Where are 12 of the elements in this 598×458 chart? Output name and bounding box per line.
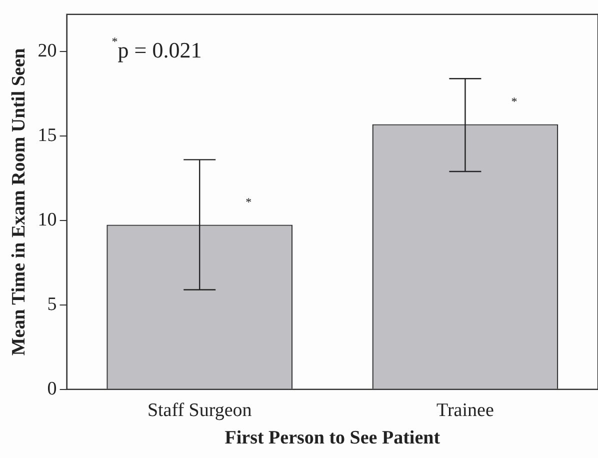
x-tick-label: Staff Surgeon [147, 400, 252, 421]
annotation: * [511, 94, 518, 108]
y-tick-label: 0 [47, 378, 57, 400]
y-tick-label: 5 [47, 294, 57, 315]
x-tick-label: Trainee [436, 400, 494, 421]
annotation: *p = 0.021 [112, 34, 202, 62]
y-tick-label: 10 [38, 209, 57, 230]
annotation: * [246, 194, 252, 209]
y-tick-label: 20 [38, 40, 57, 62]
y-tick-label: 15 [38, 125, 57, 146]
y-axis-title: Mean Time in Exam Room Until Seen [8, 48, 30, 356]
x-axis-title: First Person to See Patient [224, 428, 441, 449]
